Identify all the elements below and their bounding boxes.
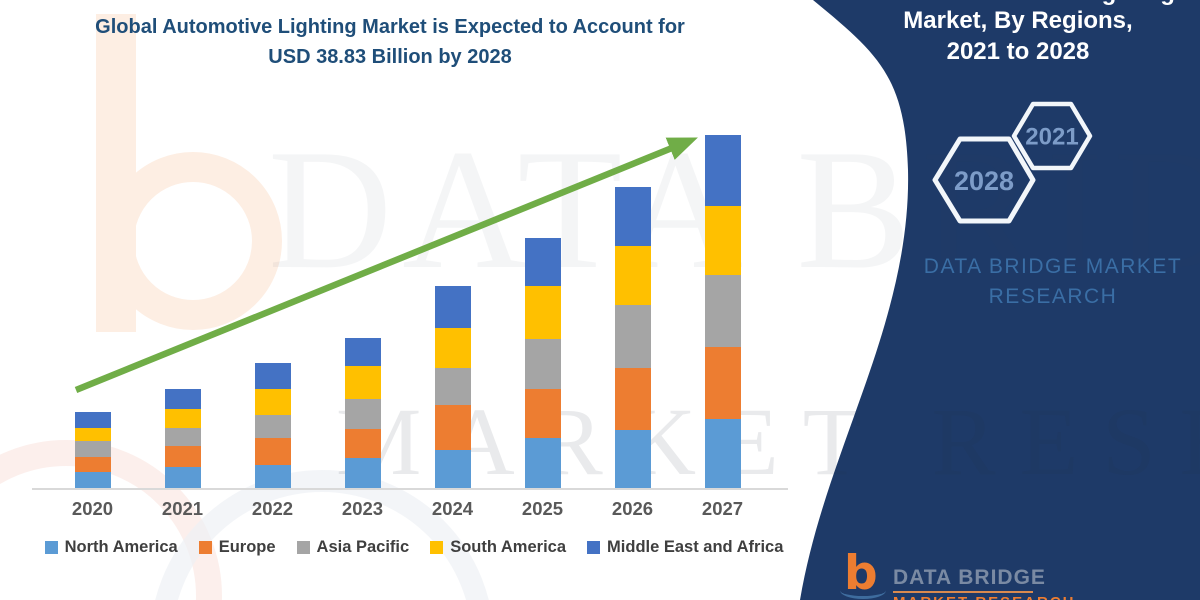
sidebar-brand-text: DATA BRIDGE MARKET RESEARCH: [880, 252, 1200, 312]
x-axis-label-2027: 2027: [701, 498, 744, 519]
x-axis-label-2025: 2025: [521, 498, 564, 519]
sidebar-title-line2: 2021 to 2028: [946, 38, 1090, 65]
bar-segment-north-america-2024: [434, 449, 471, 488]
bar-segment-europe-2022: [254, 438, 291, 466]
bar-segment-asia-pacific-2027: [704, 274, 741, 348]
bar-segment-north-america-2027: [704, 418, 741, 488]
legend-item-asia-pacific: Asia Pacific: [296, 538, 410, 557]
watermark-market-research: MARKET RESEARCH: [336, 388, 1200, 495]
legend-swatch-icon: [587, 541, 601, 554]
footer-logo-subtitle-clipped: MARKET RESEARCH: [893, 594, 1076, 600]
bar-segment-asia-pacific-2021: [164, 427, 201, 446]
legend-label: South America: [450, 538, 567, 556]
bar-segment-north-america-2026: [614, 430, 651, 488]
footer-logo-underline: [893, 591, 1033, 593]
footer-logo: b DATA BRIDGE MARKET RESEARCH: [840, 550, 1180, 600]
bar-segment-europe-2024: [434, 405, 471, 450]
legend-label: Middle East and Africa: [607, 538, 784, 556]
bar-segment-europe-2027: [704, 347, 741, 419]
bar-segment-north-america-2021: [164, 467, 201, 488]
navy-panel-shape: [800, 0, 1200, 600]
sidebar-title-line1: Market, By Regions,: [903, 7, 1133, 34]
legend-item-europe: Europe: [198, 538, 276, 557]
legend-item-north-america: North America: [44, 538, 178, 557]
sidebar-title: Market, By Regions, 2021 to 2028: [858, 5, 1178, 67]
x-axis-label-2026: 2026: [611, 498, 654, 519]
bar-segment-middle-east-and-africa-2021: [164, 388, 201, 410]
legend-swatch-icon: [44, 541, 58, 554]
bar-segment-europe-2021: [164, 445, 201, 468]
bar-segment-north-america-2020: [74, 472, 111, 488]
hexagon-2021: [1011, 101, 1093, 171]
hexagon-2028-label: 2028: [954, 166, 1014, 196]
legend-swatch-icon: [296, 541, 310, 554]
x-axis-label-2021: 2021: [161, 498, 204, 519]
hexagon-2021-label: 2021: [1025, 124, 1078, 151]
sidebar-brand-line1: DATA BRIDGE MARKET: [923, 255, 1183, 278]
legend-label: Asia Pacific: [316, 538, 410, 556]
chart-legend: North America Europe Asia Pacific South Ame…: [40, 538, 788, 557]
legend-label: Europe: [218, 538, 276, 556]
footer-logo-name: DATA BRIDGE: [893, 566, 1046, 589]
x-axis-label-2020: 2020: [71, 498, 114, 519]
bar-segment-europe-2025: [524, 388, 561, 439]
x-axis-label-2023: 2023: [341, 498, 384, 519]
legend-swatch-icon: [430, 541, 444, 554]
bar-segment-asia-pacific-2023: [344, 398, 381, 429]
bar-segment-europe-2023: [344, 429, 381, 458]
legend-item-south-america: South America: [430, 538, 566, 557]
chart-title-line1: Global Automotive Lighting Market is Exp…: [95, 16, 685, 38]
bar-segment-asia-pacific-2020: [74, 441, 111, 457]
chart-title-line2: USD 38.83 Billion by 2028: [268, 46, 512, 68]
bar-segment-asia-pacific-2022: [254, 414, 291, 439]
logo-swoosh-icon: [840, 582, 886, 599]
legend-swatch-icon: [198, 541, 212, 554]
bar-segment-north-america-2023: [344, 457, 381, 488]
x-axis-label-2024: 2024: [431, 498, 474, 519]
bar-segment-north-america-2022: [254, 465, 291, 488]
bar-segment-south-america-2021: [164, 409, 201, 428]
bar-segment-south-america-2027: [704, 206, 741, 275]
x-axis-label-2022: 2022: [251, 498, 294, 519]
legend-item-middle-east-and-africa: Middle East and Africa: [587, 538, 783, 557]
sidebar-brand-line2: RESEARCH: [988, 285, 1118, 308]
bar-segment-south-america-2020: [74, 427, 111, 442]
legend-label: North America: [64, 538, 178, 556]
bar-segment-north-america-2025: [524, 438, 561, 488]
hexagon-2028: [932, 136, 1036, 224]
chart-title: Global Automotive Lighting Market is Exp…: [40, 12, 740, 72]
bar-segment-europe-2020: [74, 456, 111, 473]
sidebar-title-clipped-line: Global Automotive Lighting: [858, 0, 1178, 7]
bar-segment-middle-east-and-africa-2020: [74, 412, 111, 428]
bar-segment-middle-east-and-africa-2027: [704, 135, 741, 207]
x-axis-line: [32, 488, 788, 490]
